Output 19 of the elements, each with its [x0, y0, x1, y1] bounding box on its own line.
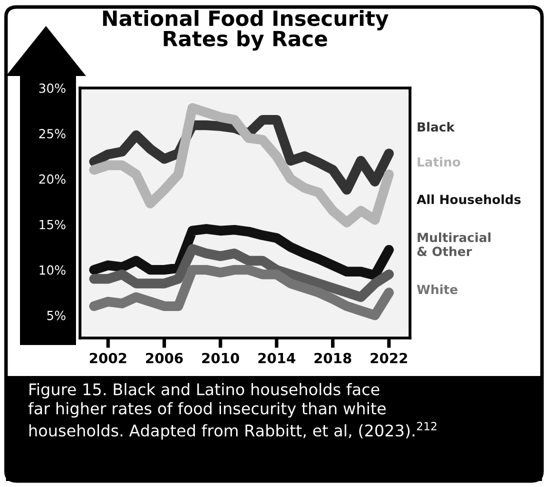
text: Multiracial & Other: [417, 232, 490, 256]
text: White: [416, 284, 458, 294]
text: All Households: [416, 194, 521, 204]
y-tick-label: 5%: [47, 310, 66, 320]
y-tick-label: 20%: [39, 174, 66, 184]
y-tick-label: 15%: [40, 220, 66, 230]
x-tick-label: 2022: [370, 352, 408, 364]
y-tick-label: 10%: [40, 265, 66, 275]
x-tick-label: 2002: [90, 352, 126, 364]
x-tick-label: 2014: [258, 352, 296, 364]
x-tick-label: 2010: [202, 352, 240, 364]
x-tick-label: 2006: [146, 352, 183, 364]
text: Black: [418, 122, 455, 132]
y-tick-label: 30%: [39, 83, 66, 93]
y-tick-label: 25%: [39, 128, 66, 138]
chart-title: National Food Insecurity Rates by Race: [103, 10, 388, 51]
x-tick-label: 2018: [314, 352, 352, 364]
caption: Figure 15. Black and Latino households face far higher rates of food insecurity than white households. Adapted from Rabbitt, et al, (2023).$^{212}$: [28, 383, 436, 440]
text: Latino: [418, 156, 460, 167]
